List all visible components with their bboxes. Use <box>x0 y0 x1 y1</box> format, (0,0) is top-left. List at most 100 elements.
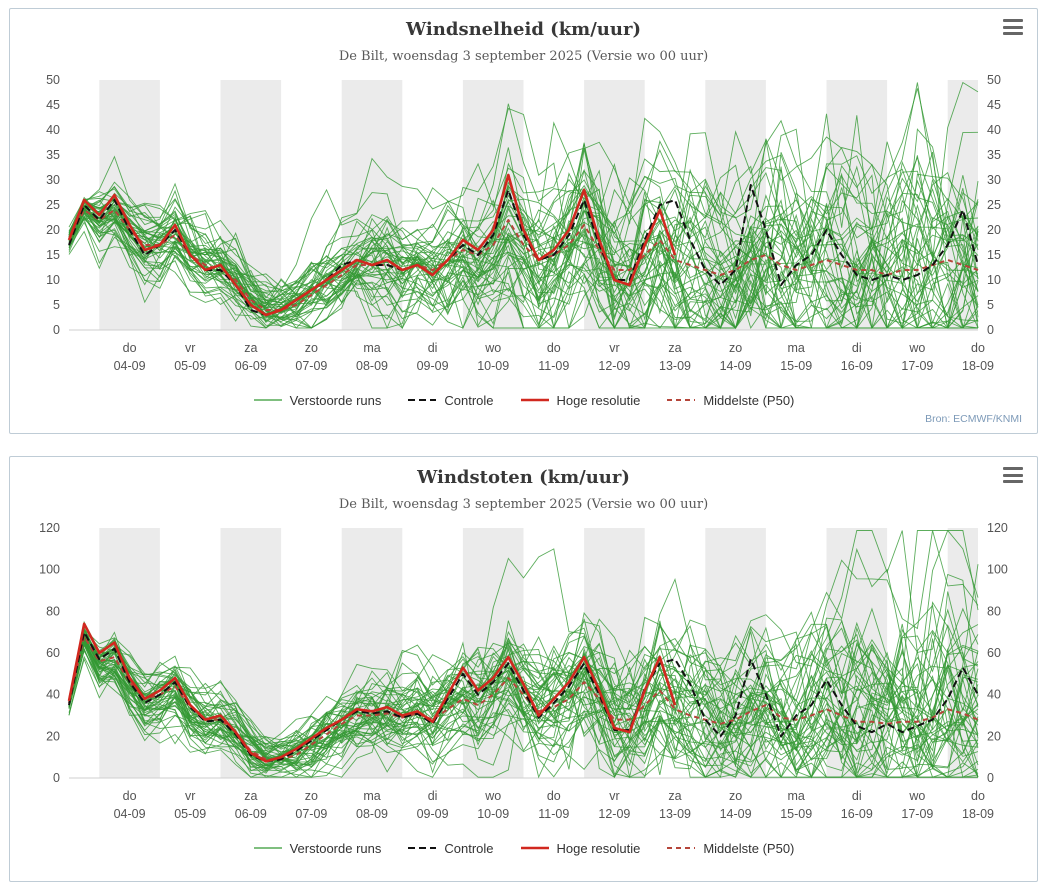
svg-text:vr: vr <box>609 341 619 355</box>
svg-text:18-09: 18-09 <box>962 807 994 821</box>
svg-text:13-09: 13-09 <box>659 359 691 373</box>
svg-text:16-09: 16-09 <box>841 807 873 821</box>
svg-text:45: 45 <box>46 98 60 112</box>
legend-line-sample-icon <box>667 847 696 849</box>
legend-label: Hoge resolutie <box>556 392 641 408</box>
svg-text:08-09: 08-09 <box>356 807 388 821</box>
svg-text:09-09: 09-09 <box>417 359 449 373</box>
svg-text:14-09: 14-09 <box>720 807 752 821</box>
chart-menu-button[interactable] <box>1003 467 1023 483</box>
hamburger-icon <box>1003 19 1023 22</box>
svg-text:08-09: 08-09 <box>356 359 388 373</box>
svg-text:ma: ma <box>788 341 805 355</box>
svg-text:30: 30 <box>46 173 60 187</box>
svg-text:vr: vr <box>609 789 619 803</box>
svg-text:05-09: 05-09 <box>174 359 206 373</box>
svg-text:0: 0 <box>987 323 994 337</box>
svg-text:di: di <box>852 789 862 803</box>
svg-text:04-09: 04-09 <box>114 359 146 373</box>
svg-text:15: 15 <box>987 248 1001 262</box>
svg-text:wo: wo <box>908 789 925 803</box>
svg-text:15: 15 <box>46 248 60 262</box>
svg-text:10: 10 <box>46 273 60 287</box>
svg-text:5: 5 <box>987 298 994 312</box>
svg-text:30: 30 <box>987 173 1001 187</box>
legend-label: Middelste (P50) <box>703 840 795 856</box>
legend-label: Verstoorde runs <box>289 840 382 856</box>
svg-text:di: di <box>852 341 862 355</box>
svg-text:do: do <box>123 789 137 803</box>
legend-item-verstoorde-runs[interactable]: Verstoorde runs <box>253 392 382 408</box>
legend-item-hoge-resolutie[interactable]: Hoge resolutie <box>520 841 640 856</box>
svg-text:di: di <box>428 789 438 803</box>
page: { "panels": [ { "title": "Windsnelheid (… <box>0 8 1047 882</box>
legend-line-sample-icon <box>408 399 437 401</box>
legend-label: Verstoorde runs <box>289 392 382 408</box>
svg-text:17-09: 17-09 <box>901 807 933 821</box>
svg-text:ma: ma <box>363 789 380 803</box>
svg-text:11-09: 11-09 <box>538 359 569 373</box>
svg-text:120: 120 <box>39 521 60 535</box>
svg-text:120: 120 <box>987 521 1008 535</box>
svg-text:15-09: 15-09 <box>780 359 812 373</box>
legend-item-controle[interactable]: Controle <box>407 841 494 856</box>
svg-text:40: 40 <box>987 123 1001 137</box>
svg-text:06-09: 06-09 <box>235 807 267 821</box>
svg-text:17-09: 17-09 <box>901 359 933 373</box>
svg-text:za: za <box>668 789 681 803</box>
svg-text:10-09: 10-09 <box>477 359 509 373</box>
svg-text:09-09: 09-09 <box>417 807 449 821</box>
chart-legend: Verstoorde runs Controle Hoge resolutie Mid… <box>17 388 1030 412</box>
legend-line-sample-icon <box>520 398 549 402</box>
svg-text:12-09: 12-09 <box>598 807 630 821</box>
source-credit: Bron: ECMWF/KNMI <box>925 413 1022 425</box>
legend-line-sample-icon <box>520 846 549 850</box>
windstoten-chart: 0 0 20 20 40 40 60 60 80 80 100 100 120 120 do 04-09 vr 0… <box>39 521 1008 821</box>
svg-text:45: 45 <box>987 98 1001 112</box>
svg-text:20: 20 <box>46 223 60 237</box>
svg-text:80: 80 <box>987 604 1001 618</box>
legend-item-verstoorde-runs[interactable]: Verstoorde runs <box>253 840 382 856</box>
svg-text:vr: vr <box>185 789 195 803</box>
chart-subtitle: De Bilt, woensdag 3 september 2025 (Vers… <box>338 49 709 64</box>
svg-text:0: 0 <box>53 323 60 337</box>
legend-item-middelste-p50-[interactable]: Middelste (P50) <box>666 393 794 408</box>
svg-text:20: 20 <box>46 729 60 743</box>
legend-item-controle[interactable]: Controle <box>407 393 494 408</box>
svg-text:do: do <box>971 789 985 803</box>
svg-text:0: 0 <box>53 771 60 785</box>
svg-text:50: 50 <box>987 73 1001 87</box>
svg-text:0: 0 <box>987 771 994 785</box>
windstoten-panel: Windstoten (km/uur) De Bilt, woensdag 3 … <box>9 456 1038 882</box>
svg-text:wo: wo <box>484 341 501 355</box>
svg-text:16-09: 16-09 <box>841 359 873 373</box>
svg-text:25: 25 <box>987 198 1001 212</box>
chart-menu-button[interactable] <box>1003 19 1023 35</box>
svg-text:04-09: 04-09 <box>114 807 146 821</box>
source-credit <box>17 861 1030 875</box>
svg-text:60: 60 <box>46 646 60 660</box>
legend-item-hoge-resolutie[interactable]: Hoge resolutie <box>520 392 641 408</box>
svg-text:40: 40 <box>46 123 60 137</box>
svg-text:wo: wo <box>908 341 925 355</box>
svg-text:35: 35 <box>987 148 1001 162</box>
svg-text:80: 80 <box>46 604 60 618</box>
svg-text:100: 100 <box>39 563 60 577</box>
svg-text:50: 50 <box>46 73 60 87</box>
svg-text:05-09: 05-09 <box>174 807 206 821</box>
svg-text:zo: zo <box>305 789 318 803</box>
legend-item-middelste-p50-[interactable]: Middelste (P50) <box>666 841 794 856</box>
windsnelheid-chart: 0 0 5 5 10 10 15 15 20 20 25 25 30 30 35 35 40 40 45 45 50 50… <box>46 73 1001 373</box>
svg-text:07-09: 07-09 <box>295 359 327 373</box>
svg-text:vr: vr <box>185 341 195 355</box>
svg-text:100: 100 <box>987 563 1008 577</box>
legend-line-sample-icon <box>667 399 696 401</box>
chart-title: Windsnelheid (km/uur) <box>406 19 641 40</box>
svg-text:10-09: 10-09 <box>477 807 509 821</box>
chart-subtitle: De Bilt, woensdag 3 september 2025 (Vers… <box>338 497 709 512</box>
hamburger-icon <box>1003 467 1023 470</box>
svg-text:40: 40 <box>987 688 1001 702</box>
svg-text:ma: ma <box>363 341 380 355</box>
svg-text:60: 60 <box>987 646 1001 660</box>
svg-text:11-09: 11-09 <box>538 807 569 821</box>
